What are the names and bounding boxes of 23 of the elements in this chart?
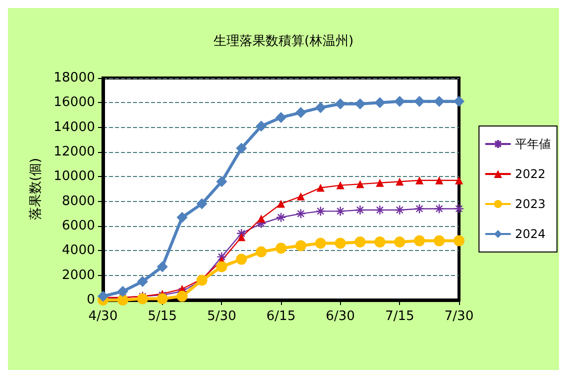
y-axis-title: 落果数(個) xyxy=(28,158,44,220)
legend-label: 2024 xyxy=(515,227,546,241)
legend-label: 平年値 xyxy=(515,137,551,151)
y-tick-label: 6000 xyxy=(62,218,95,234)
x-tick-label: 4/30 xyxy=(88,309,118,324)
x-tick-label: 6/30 xyxy=(326,309,355,324)
legend-label: 2023 xyxy=(515,197,546,211)
y-tick-label: 0 xyxy=(86,292,95,308)
x-tick-label: 5/30 xyxy=(207,309,236,324)
y-tick-label: 18000 xyxy=(54,70,95,86)
x-tick-label: 7/30 xyxy=(444,309,474,324)
y-tick-label: 14000 xyxy=(54,120,95,135)
x-tick-label: 7/15 xyxy=(385,309,414,324)
y-tick-label: 10000 xyxy=(54,169,95,184)
y-tick-label: 2000 xyxy=(62,268,95,283)
y-tick-label: 16000 xyxy=(54,95,95,110)
y-tick-label: 12000 xyxy=(54,144,95,160)
y-tick-label: 4000 xyxy=(62,243,95,258)
x-tick-label: 6/15 xyxy=(266,309,296,324)
chart-title: 生理落果数積算(林温州) xyxy=(213,34,354,49)
legend-label: 2022 xyxy=(515,167,546,181)
x-tick-label: 5/15 xyxy=(148,309,177,324)
y-tick-label: 8000 xyxy=(62,194,95,209)
